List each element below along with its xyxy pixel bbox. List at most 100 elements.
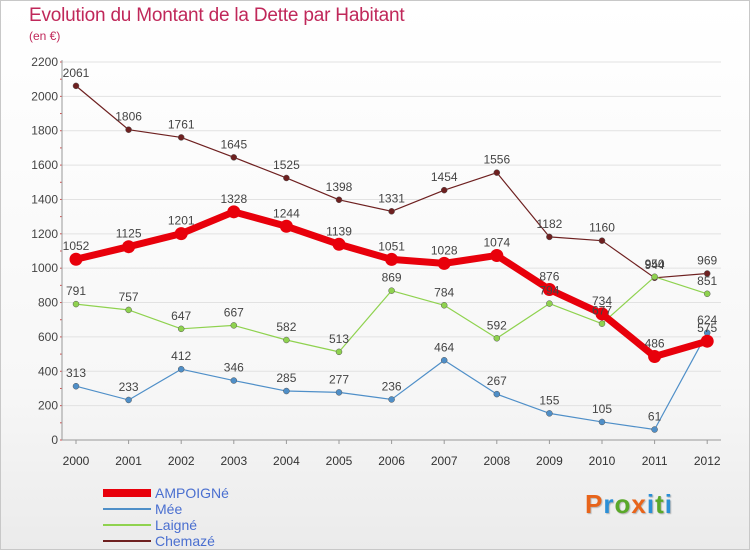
data-point bbox=[546, 410, 553, 417]
data-point bbox=[388, 396, 395, 403]
x-tick-label: 2000 bbox=[63, 454, 90, 468]
data-point bbox=[125, 306, 132, 314]
x-tick-label: 2007 bbox=[431, 454, 458, 468]
data-label: 1454 bbox=[431, 170, 458, 184]
data-label: 592 bbox=[487, 318, 507, 332]
y-tick-label: 600 bbox=[38, 330, 58, 344]
data-point bbox=[598, 418, 606, 426]
data-point bbox=[283, 336, 290, 344]
data-label: 1074 bbox=[483, 235, 510, 249]
data-point bbox=[546, 300, 553, 307]
data-label: 1125 bbox=[116, 227, 142, 241]
logo-letter: P bbox=[585, 489, 604, 519]
x-tick-label: 2005 bbox=[326, 454, 353, 468]
data-label: 105 bbox=[592, 402, 612, 416]
data-point bbox=[230, 377, 238, 384]
y-tick-label: 800 bbox=[38, 296, 58, 310]
data-label: 1052 bbox=[63, 239, 90, 253]
x-tick-label: 2006 bbox=[378, 454, 405, 468]
data-point bbox=[490, 248, 504, 262]
x-tick-label: 2002 bbox=[168, 454, 195, 468]
data-label: 412 bbox=[171, 349, 191, 363]
data-label: 950 bbox=[645, 257, 665, 271]
data-label: 1761 bbox=[168, 117, 195, 131]
data-label: 155 bbox=[539, 393, 559, 407]
data-label: 1328 bbox=[220, 192, 247, 206]
data-label: 1160 bbox=[589, 221, 615, 235]
data-label: 1028 bbox=[431, 243, 458, 257]
data-label: 944 bbox=[645, 258, 665, 272]
data-point bbox=[651, 426, 658, 433]
data-point bbox=[440, 186, 448, 194]
proxiti-logo: Proxiti bbox=[585, 489, 673, 520]
data-label: 734 bbox=[592, 294, 612, 308]
data-point bbox=[335, 389, 343, 396]
data-label: 677 bbox=[592, 304, 612, 318]
data-label: 784 bbox=[434, 285, 454, 299]
data-point bbox=[493, 390, 501, 398]
data-point bbox=[230, 154, 238, 161]
data-point bbox=[283, 387, 290, 395]
data-point bbox=[125, 396, 132, 404]
data-label: 757 bbox=[119, 290, 139, 304]
logo-letter: x bbox=[631, 489, 647, 519]
data-label: 794 bbox=[539, 284, 559, 298]
y-tick-label: 0 bbox=[51, 433, 58, 447]
y-tick-label: 200 bbox=[38, 399, 58, 413]
legend-label: AMPOIGNé bbox=[155, 485, 229, 501]
data-label: 346 bbox=[224, 361, 244, 375]
data-label: 647 bbox=[171, 309, 191, 323]
y-tick-label: 2200 bbox=[31, 55, 58, 69]
data-point bbox=[177, 134, 185, 141]
data-label: 61 bbox=[648, 410, 662, 424]
legend-label: Chemazé bbox=[155, 533, 215, 549]
data-label: 791 bbox=[66, 284, 86, 298]
x-tick-label: 2003 bbox=[220, 454, 247, 468]
data-point bbox=[69, 252, 83, 266]
data-point bbox=[230, 322, 238, 329]
data-point bbox=[332, 237, 346, 251]
legend-label: Mée bbox=[155, 501, 183, 517]
y-tick-label: 1400 bbox=[31, 192, 58, 206]
data-label: 233 bbox=[119, 380, 139, 394]
data-label: 869 bbox=[382, 271, 402, 285]
data-point bbox=[177, 365, 185, 373]
x-tick-label: 2001 bbox=[115, 454, 142, 468]
data-point bbox=[703, 270, 711, 277]
logo-letter: i bbox=[664, 489, 673, 519]
legend-swatch bbox=[103, 501, 153, 517]
data-label: 1525 bbox=[273, 158, 300, 172]
data-label: 851 bbox=[697, 274, 717, 288]
legend-label: Laigné bbox=[155, 517, 198, 533]
data-label: 1244 bbox=[273, 206, 300, 220]
data-point bbox=[385, 252, 399, 266]
data-label: 1139 bbox=[326, 224, 352, 238]
logo-letter: t bbox=[655, 489, 665, 519]
data-label: 285 bbox=[276, 371, 296, 385]
data-point bbox=[174, 227, 188, 241]
data-point bbox=[437, 256, 451, 270]
data-label: 1398 bbox=[326, 180, 353, 194]
y-tick-label: 1600 bbox=[31, 158, 58, 172]
data-point bbox=[335, 196, 343, 204]
y-tick-label: 400 bbox=[38, 364, 58, 378]
chart-title: Evolution du Montant de la Dette par Hab… bbox=[29, 5, 405, 26]
data-label: 624 bbox=[697, 313, 717, 327]
data-point bbox=[598, 320, 606, 327]
data-point bbox=[440, 357, 448, 364]
data-label: 582 bbox=[276, 320, 296, 334]
logo-letter: r bbox=[603, 489, 615, 519]
data-point bbox=[72, 82, 80, 90]
legend-swatch bbox=[103, 517, 153, 533]
x-tick-label: 2010 bbox=[589, 454, 616, 468]
data-label: 277 bbox=[329, 372, 349, 386]
data-label: 513 bbox=[329, 332, 349, 346]
x-tick-label: 2011 bbox=[642, 454, 668, 468]
data-point bbox=[72, 382, 80, 390]
data-point bbox=[651, 273, 658, 281]
data-label: 313 bbox=[66, 366, 86, 380]
data-point bbox=[125, 126, 132, 133]
legend-swatch bbox=[103, 533, 153, 549]
data-point bbox=[122, 240, 136, 254]
